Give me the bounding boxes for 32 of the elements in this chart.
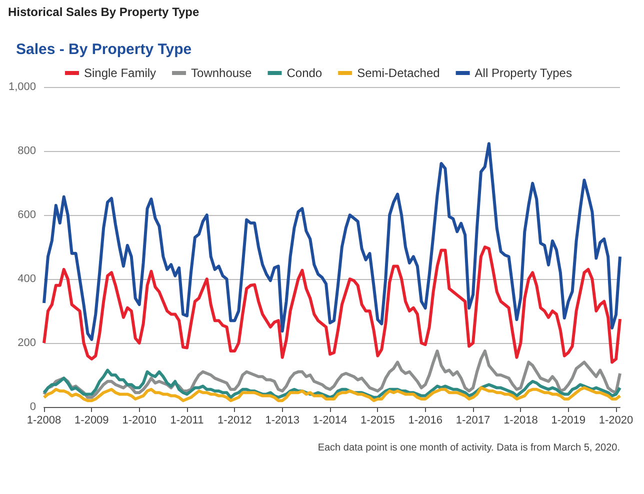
text: Each data point is one month of activity. Data is from March 5, 2020. <box>318 442 620 454</box>
line-series <box>42 246 622 364</box>
line-series <box>42 386 622 402</box>
chart-subtitle: Sales - By Property Type <box>16 41 192 58</box>
y-tick-label: 1,000 <box>8 81 36 93</box>
chart-title: Historical Sales By Property Type <box>8 5 200 19</box>
x-tick-label: 1-2008 <box>26 414 62 426</box>
y-tick-label: 400 <box>18 273 36 285</box>
legend-label: All Property Types <box>474 66 572 80</box>
x-tick-label: 1-2011 <box>170 414 204 426</box>
legend-label: Condo <box>286 66 322 80</box>
x-tick-label: 1-2015 <box>360 414 395 426</box>
legend-label: Townhouse <box>191 66 252 80</box>
line-series <box>42 368 622 399</box>
x-tick-label: 1-2019 <box>551 414 586 426</box>
y-tick-label: 200 <box>18 337 36 349</box>
x-tick-label: 1-2014 <box>312 414 348 426</box>
x-tick-label: 1-2020 <box>598 414 634 426</box>
x-tick-label: 1-2018 <box>504 414 538 426</box>
y-tick-label: 0 <box>30 401 36 413</box>
x-tick-label: 1-2017 <box>456 414 490 426</box>
legend-label: Semi-Detached <box>357 66 440 80</box>
y-tick-label: 800 <box>18 145 36 157</box>
x-tick-label: 1-2016 <box>408 414 442 426</box>
legend-label: Single Family <box>84 66 156 80</box>
x-tick-label: 1-2013 <box>265 414 300 426</box>
y-tick-label: 600 <box>18 209 36 221</box>
x-tick-label: 1-2012 <box>218 414 252 426</box>
line-series <box>42 142 622 341</box>
x-tick-label: 1-2010 <box>122 414 156 426</box>
x-tick-label: 1-2009 <box>74 414 109 426</box>
line-series <box>42 350 622 399</box>
